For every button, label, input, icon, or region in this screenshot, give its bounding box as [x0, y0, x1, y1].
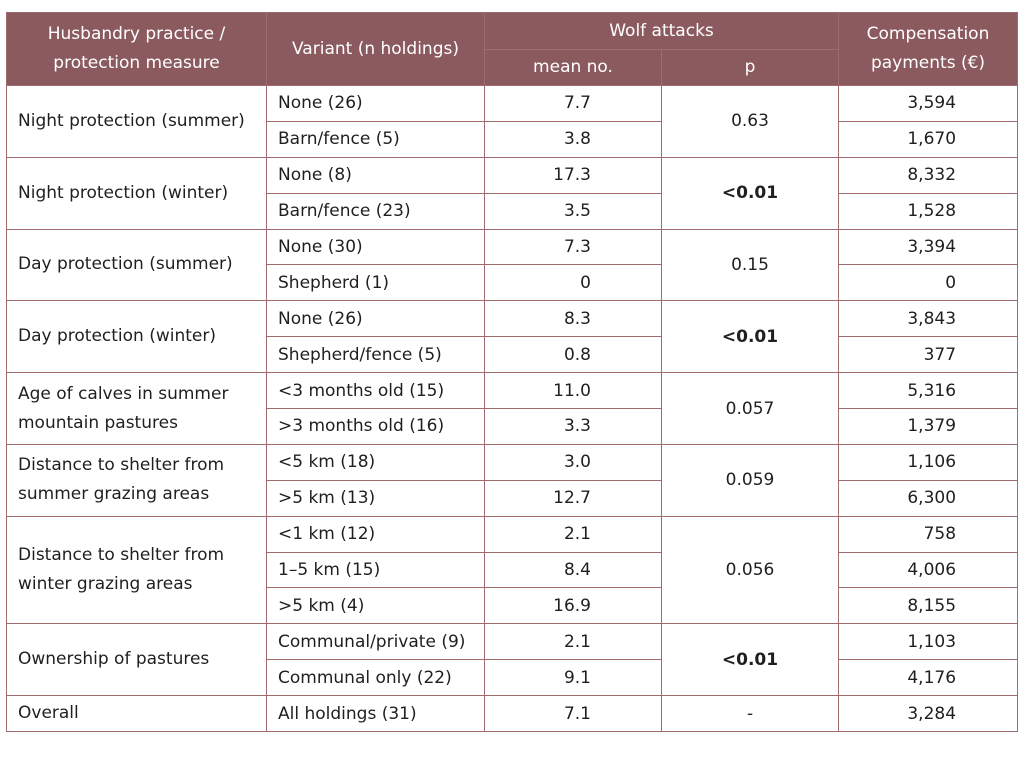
compensation-cell: 3,284	[838, 695, 1019, 733]
compensation-cell: 4,176	[838, 659, 1019, 697]
variant-cell: Barn/fence (23)	[266, 192, 485, 230]
variant-cell: None (26)	[266, 85, 485, 122]
compensation-cell: 0	[838, 264, 1019, 302]
practice-cell: Age of calves in summer mountain pasture…	[6, 372, 267, 445]
mean-cell: 12.7	[484, 479, 662, 517]
practice-cell: Distance to shelter from winter grazing …	[6, 515, 267, 625]
header-practice: Husbandry practice / protection measure	[6, 12, 267, 86]
table-row: Distance to shelter from summer grazing …	[6, 443, 1019, 517]
table-row: Barn/fence (5) 3.8 1,670	[7, 120, 1019, 158]
practice-cell: Distance to shelter from summer grazing …	[6, 443, 267, 517]
p-value-cell: -	[660, 695, 840, 733]
variant-cell: None (30)	[266, 228, 485, 266]
practice-cell: Day protection (summer)	[6, 228, 267, 302]
variant-cell: All holdings (31)	[266, 695, 485, 733]
header-mean: mean no.	[484, 49, 662, 86]
table-row: Day protection (summer) None (30) 7.3 0.15 3…	[6, 228, 1019, 302]
mean-cell: 11.0	[484, 372, 662, 410]
p-value-cell: 0.057	[660, 372, 840, 445]
wolf-attacks-table: Husbandry practice / protection measure …	[6, 12, 1019, 733]
variant-cell: Shepherd (1)	[266, 264, 485, 302]
mean-cell: 7.3	[484, 228, 662, 266]
practice-cell: Day protection (winter)	[6, 300, 267, 374]
p-value-cell: 0.63	[660, 85, 840, 158]
compensation-cell: 4,006	[838, 551, 1019, 589]
compensation-cell: 3,394	[838, 228, 1019, 266]
p-value-cell: 0.056	[660, 515, 840, 625]
table-row: 1–5 km (15) 8.4 4,006	[7, 551, 1019, 589]
compensation-cell: 377	[838, 336, 1019, 374]
table-row: Overall All holdings (31) 7.1-3,284	[6, 695, 1019, 733]
table-row: Day protection (winter) None (26) 8.3 <0.01…	[6, 300, 1019, 374]
table-row: >5 km (13) 12.7 6,300	[7, 479, 1019, 517]
mean-cell: 7.7	[484, 85, 662, 122]
table-row: Age of calves in summer mountain pasture…	[6, 372, 1019, 445]
mean-cell: 0.8	[484, 336, 662, 374]
variant-cell: >3 months old (16)	[266, 408, 485, 445]
variant-cell: Shepherd/fence (5)	[266, 336, 485, 374]
table-header: Husbandry practice / protection measure …	[6, 12, 1019, 86]
table-row: Ownership of pastures Communal/private (9…	[6, 623, 1019, 697]
mean-cell: 3.5	[484, 192, 662, 230]
compensation-cell: 758	[838, 515, 1019, 553]
mean-cell: 2.1	[484, 623, 662, 661]
variant-cell: Barn/fence (5)	[266, 120, 485, 158]
practice-cell: Ownership of pastures	[6, 623, 267, 697]
mean-cell: 3.3	[484, 408, 662, 445]
variant-cell: >5 km (4)	[266, 587, 485, 625]
compensation-cell: 1,670	[838, 120, 1019, 158]
mean-cell: 7.1	[484, 695, 662, 733]
table-body: Night protection (summer) None (26) 7.7 0.6…	[6, 85, 1019, 733]
practice-cell: Night protection (winter)	[6, 156, 267, 230]
compensation-cell: 6,300	[838, 479, 1019, 517]
table-row: >5 km (4) 16.9 8,155	[7, 587, 1019, 625]
variant-cell: <1 km (12)	[266, 515, 485, 553]
table-row: Shepherd/fence (5) 0.8 377	[7, 336, 1019, 374]
mean-cell: 17.3	[484, 156, 662, 194]
header-wolf-attacks: Wolf attacks	[483, 12, 840, 50]
mean-cell: 0	[484, 264, 662, 302]
p-value-cell: 0.15	[660, 228, 840, 302]
compensation-cell: 1,379	[838, 408, 1019, 445]
p-value-cell: <0.01	[660, 156, 840, 230]
compensation-cell: 5,316	[838, 372, 1019, 410]
mean-cell: 2.1	[484, 515, 662, 553]
mean-cell: 8.3	[484, 300, 662, 338]
compensation-cell: 3,594	[838, 85, 1019, 122]
table-row: Shepherd (1) 0 0	[7, 264, 1019, 302]
mean-cell: 16.9	[484, 587, 662, 625]
variant-cell: None (26)	[266, 300, 485, 338]
compensation-cell: 1,106	[838, 443, 1019, 481]
p-value-cell: <0.01	[660, 623, 840, 697]
header-compensation: Compensation payments (€)	[838, 12, 1019, 86]
mean-cell: 3.8	[484, 120, 662, 158]
variant-cell: >5 km (13)	[266, 479, 485, 517]
compensation-cell: 1,103	[838, 623, 1019, 661]
compensation-cell: 3,843	[838, 300, 1019, 338]
practice-cell: Night protection (summer)	[6, 85, 267, 158]
header-p: p	[660, 49, 840, 86]
mean-cell: 9.1	[484, 659, 662, 697]
p-value-cell: 0.059	[660, 443, 840, 517]
variant-cell: Communal/private (9)	[266, 623, 485, 661]
p-value-cell: <0.01	[660, 300, 840, 374]
table-row: Night protection (winter) None (8) 17.3 <0.…	[6, 156, 1019, 230]
mean-cell: 8.4	[484, 551, 662, 589]
compensation-cell: 1,528	[838, 192, 1019, 230]
table-row: Night protection (summer) None (26) 7.7 0.6…	[6, 85, 1019, 158]
table-row: Barn/fence (23) 3.5 1,528	[7, 192, 1019, 230]
compensation-cell: 8,155	[838, 587, 1019, 625]
header-variant: Variant (n holdings)	[266, 12, 485, 86]
variant-cell: Communal only (22)	[266, 659, 485, 697]
table-row: Distance to shelter from winter grazing …	[6, 515, 1019, 625]
variant-cell: None (8)	[266, 156, 485, 194]
variant-cell: 1–5 km (15)	[266, 551, 485, 589]
variant-cell: <5 km (18)	[266, 443, 485, 481]
practice-cell: Overall	[6, 695, 267, 733]
compensation-cell: 8,332	[838, 156, 1019, 194]
mean-cell: 3.0	[484, 443, 662, 481]
variant-cell: <3 months old (15)	[266, 372, 485, 410]
